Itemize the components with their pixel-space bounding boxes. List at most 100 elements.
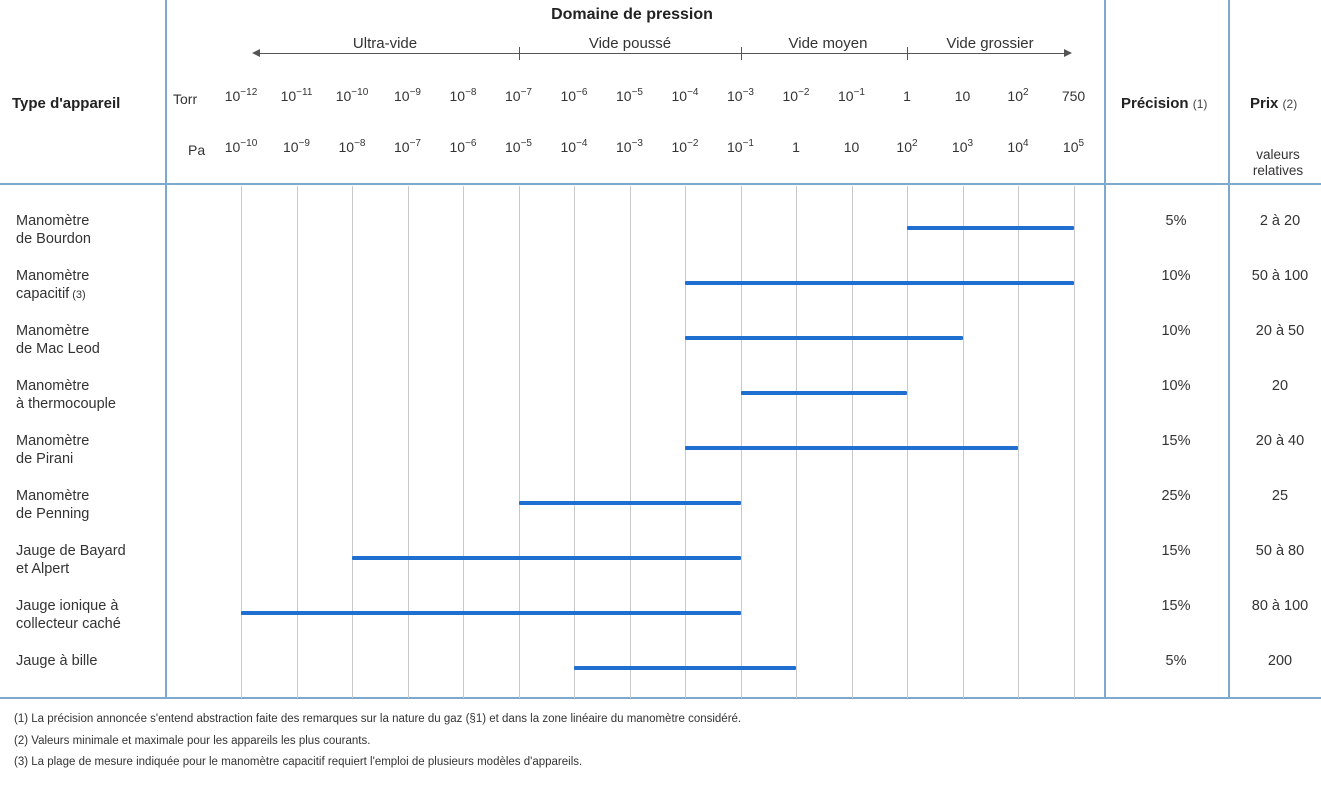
grid-line: [241, 186, 242, 698]
torr-tick-label: 10−2: [782, 87, 810, 105]
pressure-range-bar: [352, 556, 741, 560]
pa-tick-label: 10−8: [338, 138, 366, 156]
price-value: 50 à 100: [1251, 268, 1309, 284]
instrument-name-line-2: collecteur caché: [16, 616, 121, 632]
precision-value: 10%: [1161, 323, 1191, 339]
grid-line: [907, 186, 908, 698]
instrument-name-line-1: Jauge ionique à: [16, 598, 119, 614]
torr-tick-label: 10−5: [616, 87, 643, 105]
divider-precision-column: [1104, 0, 1106, 698]
price-value: 200: [1267, 653, 1293, 669]
grid-line: [408, 186, 409, 698]
domain-arrow-left-icon: [252, 49, 260, 57]
domain-vide-grossier: Vide grossier: [940, 35, 1040, 52]
torr-tick-label: 10−10: [335, 87, 369, 105]
grid-line: [685, 186, 686, 698]
instrument-name: Manomètre de Bourdon: [16, 212, 156, 248]
price-heading-label: Prix: [1250, 95, 1279, 112]
torr-tick-label: 1: [903, 88, 911, 104]
price-value: 80 à 100: [1251, 598, 1309, 614]
precision-heading-label: Précision: [1121, 95, 1189, 112]
domain-vide-pousse: Vide poussé: [582, 35, 678, 52]
precision-value: 15%: [1161, 598, 1191, 614]
pa-tick-label: 10−5: [505, 138, 532, 156]
instrument-name-line-2: capacitif (3): [16, 286, 86, 302]
domain-boundary-tick: [907, 47, 908, 60]
grid-line: [963, 186, 964, 698]
grid-line: [297, 186, 298, 698]
pressure-range-bar: [685, 446, 1018, 450]
pa-unit-label: Pa: [188, 142, 206, 158]
divider-price-column: [1228, 0, 1230, 698]
precision-value: 10%: [1161, 268, 1191, 284]
instrument-name-line-1: Manomètre: [16, 213, 90, 229]
pa-tick-label: 1: [792, 139, 800, 155]
pa-tick-label: 105: [1062, 138, 1085, 156]
grid-line: [741, 186, 742, 698]
price-subheading-2: relatives: [1252, 163, 1304, 178]
domain-arrow-right-icon: [1064, 49, 1072, 57]
precision-value: 5%: [1165, 653, 1187, 669]
torr-tick-label: 750: [1061, 88, 1086, 104]
precision-value: 15%: [1161, 433, 1191, 449]
torr-tick-label: 10−1: [838, 87, 865, 105]
grid-line: [1018, 186, 1019, 698]
torr-tick-label: 10−6: [560, 87, 588, 105]
instrument-name-line-2: de Pirani: [16, 451, 74, 467]
torr-tick-label: 10−8: [449, 87, 477, 105]
precision-value: 10%: [1161, 378, 1191, 394]
price-subheading-1: valeurs: [1256, 147, 1300, 162]
pressure-range-bar: [685, 281, 1074, 285]
instrument-name-line-2: de Mac Leod: [16, 341, 100, 357]
instrument-name-line-1: Manomètre: [16, 268, 90, 284]
instrument-name: Manomètre à thermocouple: [16, 377, 156, 413]
grid-line: [463, 186, 464, 698]
grid-line: [519, 186, 520, 698]
price-value: 2 à 20: [1259, 213, 1301, 229]
torr-tick-label: 10−9: [394, 87, 421, 105]
precision-value: 15%: [1161, 543, 1191, 559]
precision-value: 25%: [1161, 488, 1191, 504]
pa-tick-label: 10−9: [283, 138, 310, 156]
footnote-2: (2) Valeurs minimale et maximale pour le…: [14, 735, 371, 747]
precision-heading-note: (1): [1192, 97, 1208, 111]
torr-tick-label: 10−12: [224, 87, 258, 105]
torr-tick-label: 10: [954, 88, 971, 104]
torr-unit-label: Torr: [173, 91, 198, 107]
instrument-name: Manomètre capacitif (3): [16, 267, 156, 304]
instrument-name-line-1: Jauge à bille: [16, 653, 98, 669]
pressure-range-bar: [685, 336, 963, 340]
instrument-name: Manomètre de Penning: [16, 487, 156, 523]
grid-line: [852, 186, 853, 698]
pa-tick-label: 102: [896, 138, 918, 156]
domain-arrow-line: [258, 53, 1064, 54]
price-value: 20 à 40: [1255, 433, 1305, 449]
instrument-name-line-1: Manomètre: [16, 488, 90, 504]
footnote-3: (3) La plage de mesure indiquée pour le …: [14, 756, 583, 768]
pa-tick-label: 10−10: [224, 138, 258, 156]
grid-line: [630, 186, 631, 698]
grid-line: [1074, 186, 1075, 698]
instrument-name: Jauge ionique à collecteur caché: [16, 597, 156, 633]
pressure-range-bar: [907, 226, 1074, 230]
header-divider: [0, 183, 1321, 185]
price-heading-note: (2): [1282, 97, 1298, 111]
pressure-range-bar: [241, 611, 741, 615]
torr-tick-label: 102: [1007, 87, 1029, 105]
instrument-name-line-1: Manomètre: [16, 378, 90, 394]
instrument-name-line-2: de Penning: [16, 506, 90, 522]
instrument-name-line-1: Manomètre: [16, 323, 90, 339]
price-value: 50 à 80: [1255, 543, 1305, 559]
torr-tick-label: 10−3: [727, 87, 754, 105]
instrument-name-line-2: et Alpert: [16, 561, 70, 577]
instrument-name-line-1: Manomètre: [16, 433, 90, 449]
price-value: 25: [1271, 488, 1289, 504]
instrument-name-note: (3): [69, 289, 86, 301]
price-value: 20: [1271, 378, 1289, 394]
instrument-type-heading: Type d'appareil: [12, 95, 121, 112]
divider-label-column: [165, 0, 167, 698]
domain-boundary-tick: [519, 47, 520, 60]
pressure-domain-title: Domaine de pression: [551, 6, 713, 23]
grid-line: [352, 186, 353, 698]
